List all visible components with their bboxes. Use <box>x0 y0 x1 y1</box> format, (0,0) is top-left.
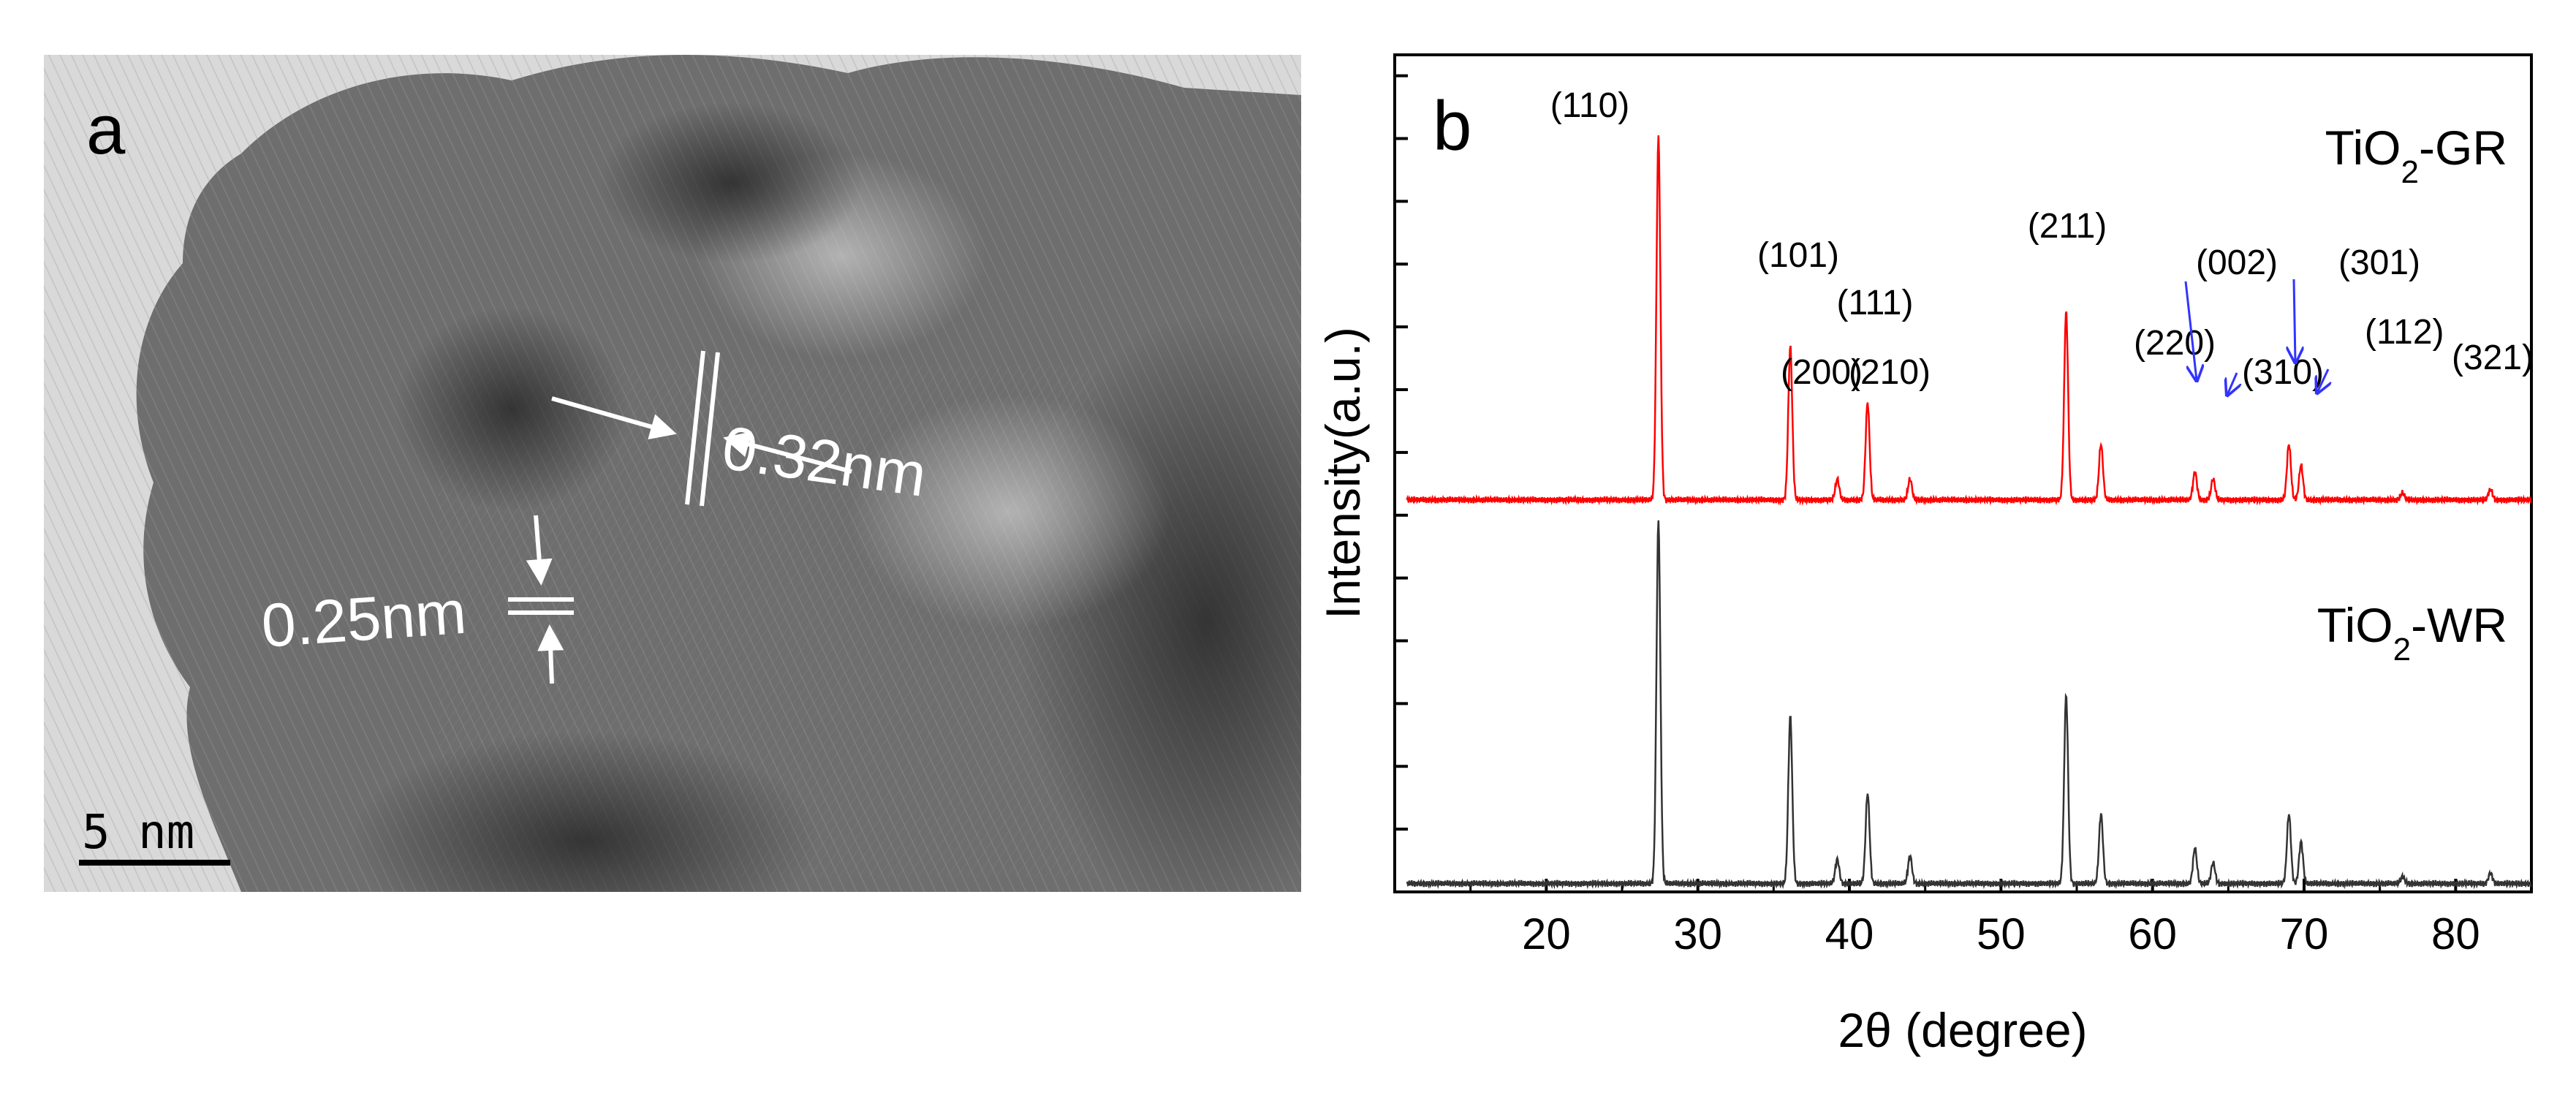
peak-label: (002) <box>2196 243 2278 282</box>
series-line-tio2-wr <box>1406 520 2532 890</box>
fringe-label-025: 0.25nm <box>260 578 469 660</box>
series-lines <box>1406 135 2532 890</box>
x-tick-label: 50 <box>1977 909 2026 958</box>
tem-dark-region <box>599 102 863 263</box>
tem-image-panel: a 0.32nm 0.25nm 5 nm <box>44 55 1301 892</box>
x-axis-title: 2θ (degree) <box>1838 1003 2087 1057</box>
peak-label: (110) <box>1550 86 1630 125</box>
peak-label: (220) <box>2134 324 2216 363</box>
legend-tio2-wr: TiO2-WR <box>2317 598 2507 667</box>
peak-arrows <box>2184 279 2328 395</box>
x-tick-label: 70 <box>2280 909 2329 958</box>
tem-dark-region <box>395 307 629 512</box>
panel-a-label: a <box>86 91 126 169</box>
peak-arrow <box>2294 279 2295 362</box>
peak-labels: (110) (101) (111) (200)(210) (211) (220) (002)… <box>1550 86 2534 392</box>
scale-bar: 5 nm <box>79 806 230 866</box>
peak-label: (200) <box>1781 353 1863 392</box>
peak-label: (310) <box>2242 353 2324 392</box>
x-tick-label: 80 <box>2431 909 2480 958</box>
xrd-chart: b 20 30 40 50 60 70 80 (110)(101)(111)(200)(21… <box>1316 53 2534 1057</box>
legend-tio2-gr: TiO2-GR <box>2325 121 2507 190</box>
legend-tio2-gr-sub: 2 <box>2401 154 2419 190</box>
legend-tio2-wr-sub: 2 <box>2393 632 2411 667</box>
x-tick-label: 40 <box>1825 909 1874 958</box>
peak-label: (211) <box>2028 207 2107 246</box>
peak-arrow <box>2184 281 2197 380</box>
peak-arrow <box>2227 372 2237 395</box>
plot-frame <box>1393 53 2533 893</box>
y-axis-title: Intensity(a.u.) <box>1316 327 1370 619</box>
peak-label: (112) <box>2365 313 2444 352</box>
peak-label: (210) <box>1849 353 1931 392</box>
y-axis-ticks <box>1395 74 1408 831</box>
scale-bar-label: 5 nm <box>82 806 194 860</box>
peak-arrow <box>2317 368 2328 393</box>
legend-tio2-wr-suffix: -WR <box>2411 598 2507 652</box>
peak-label: (321) <box>2452 338 2534 377</box>
tem-dark-region <box>351 731 819 892</box>
x-tick-label: 60 <box>2128 909 2177 958</box>
tem-bright-region <box>848 395 1170 629</box>
legend-tio2-gr-suffix: -GR <box>2419 121 2507 175</box>
peak-label: (301) <box>2338 243 2420 282</box>
x-axis-ticks: 20 30 40 50 60 70 80 <box>1469 879 2533 958</box>
x-tick-label: 20 <box>1522 909 1571 958</box>
panel-b-label: b <box>1433 87 1471 165</box>
x-tick-label: 30 <box>1673 909 1722 958</box>
peak-label: (101) <box>1757 236 1839 275</box>
legend-tio2-wr-prefix: TiO <box>2317 598 2393 652</box>
series-line-tio2-gr <box>1406 135 2532 506</box>
peak-label: (111) <box>1837 284 1914 322</box>
fringe-spacing-025-annotation: 0.25nm <box>260 515 574 684</box>
legend-tio2-gr-prefix: TiO <box>2325 121 2401 175</box>
